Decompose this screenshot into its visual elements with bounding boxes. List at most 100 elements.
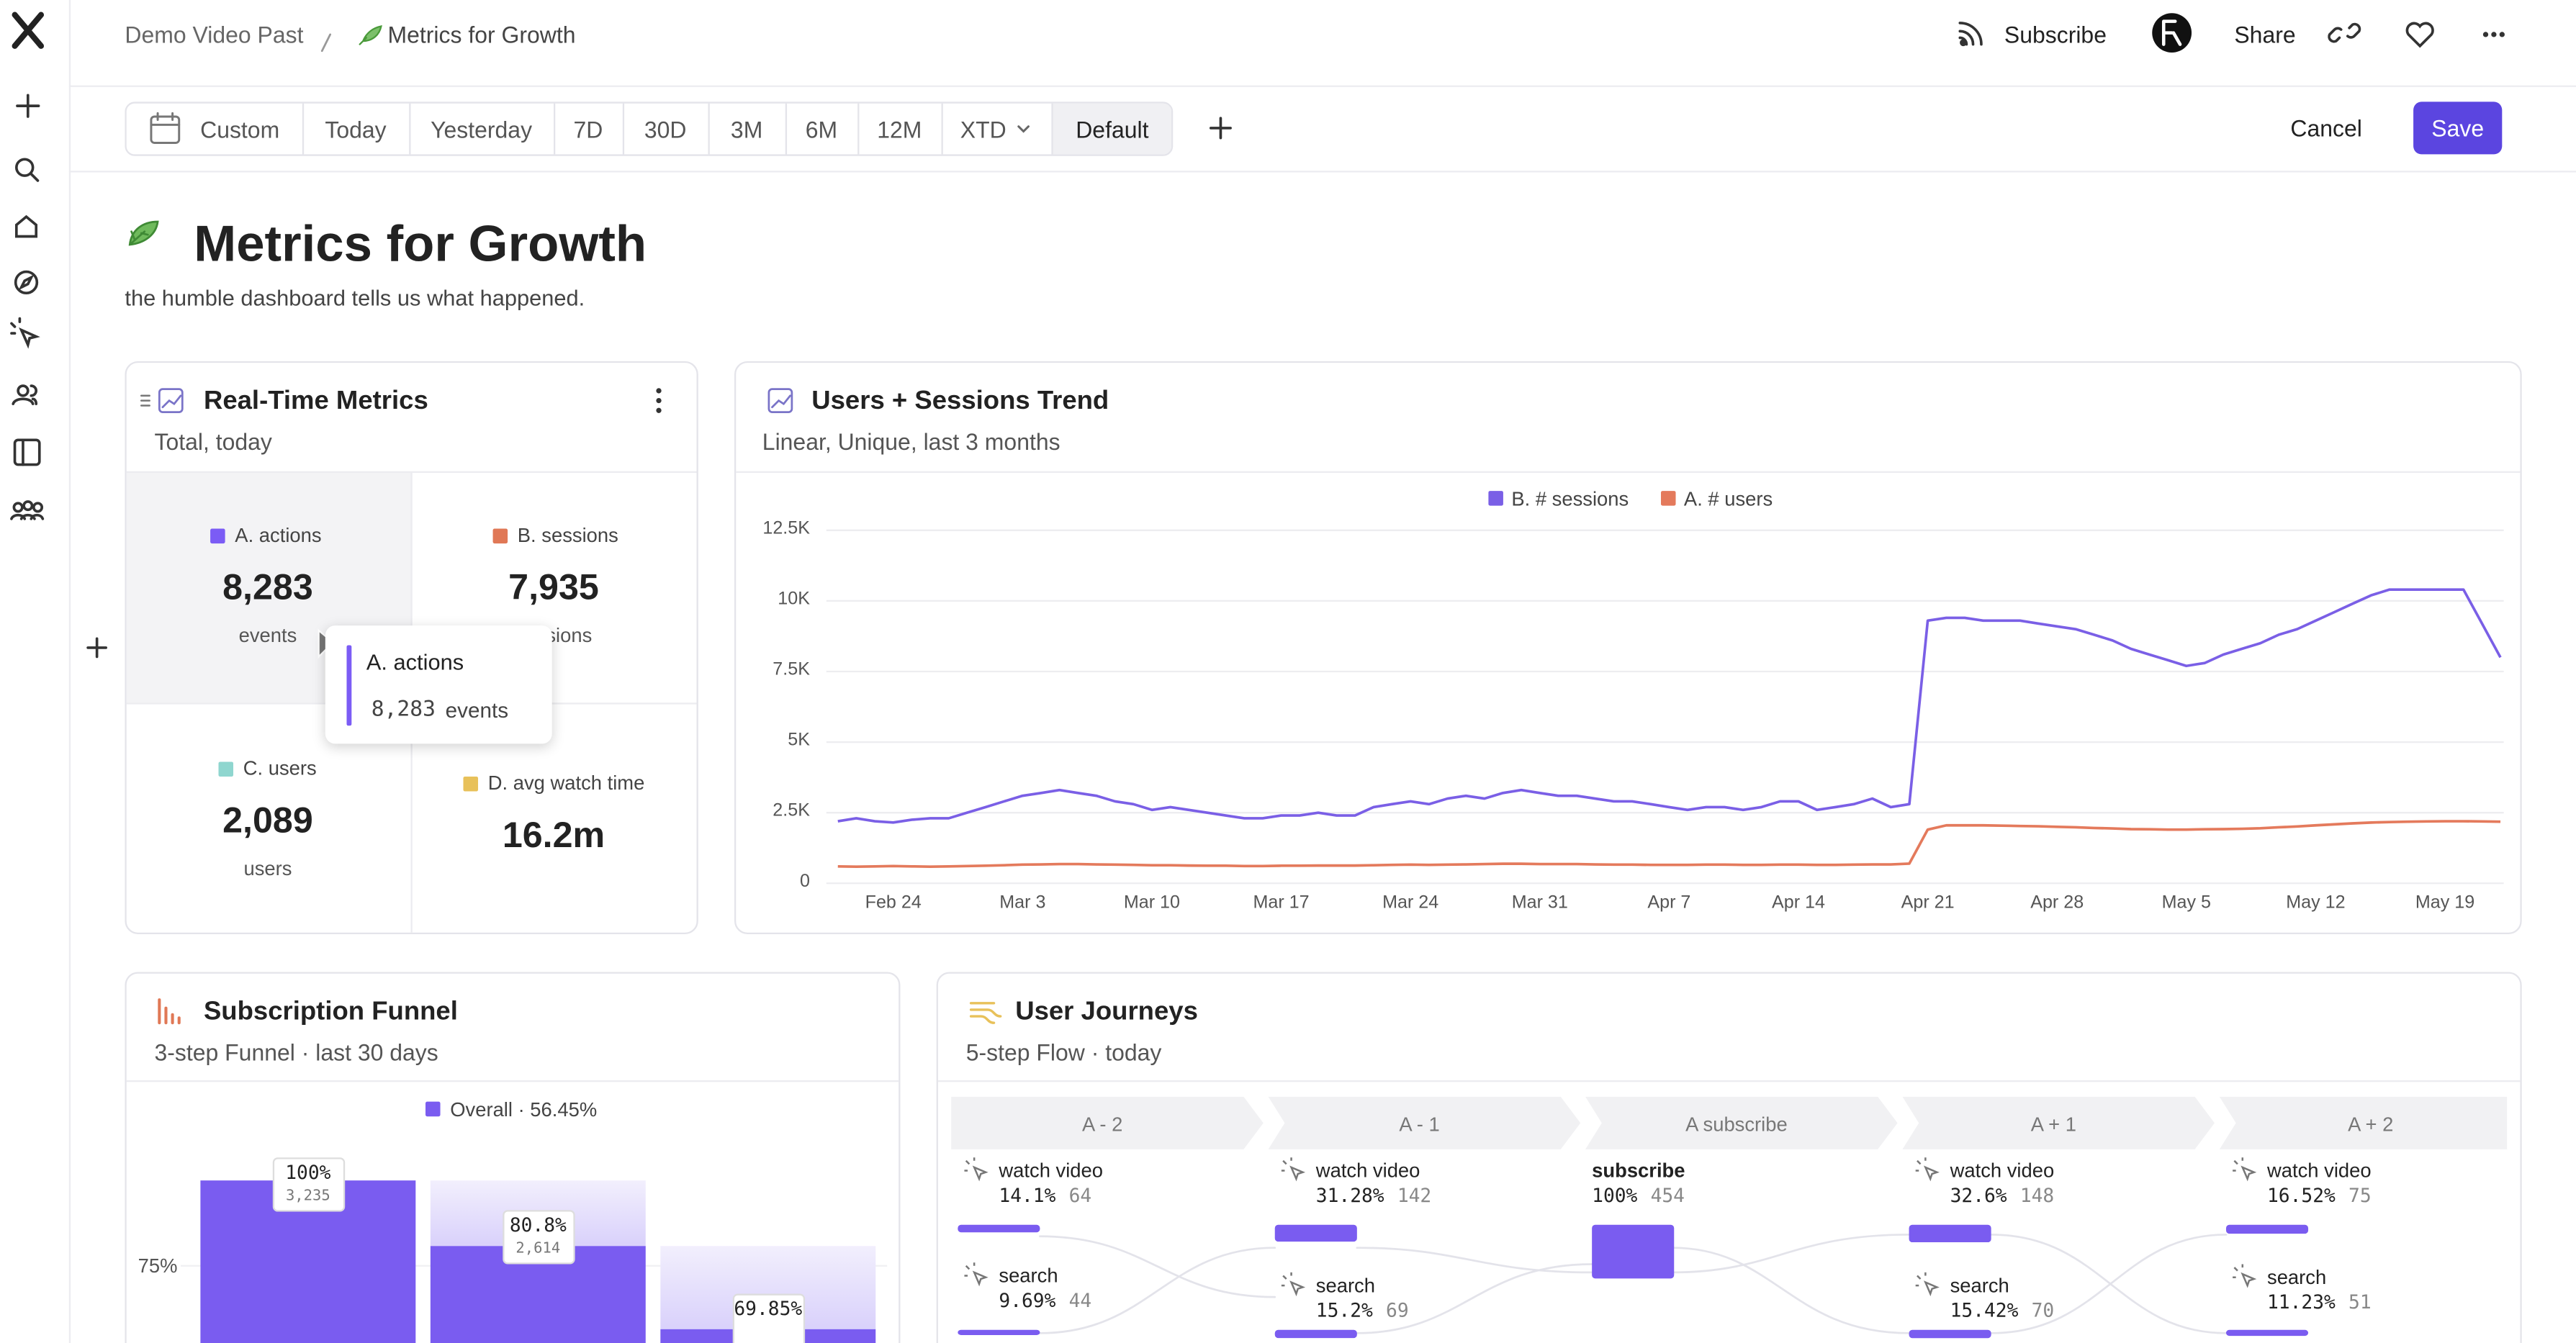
- save-button[interactable]: [2413, 101, 2503, 155]
- explore-icon[interactable]: [14, 270, 39, 295]
- teams-icon[interactable]: [10, 500, 45, 520]
- rss-icon[interactable]: [1958, 22, 1983, 47]
- tooltip-value: 8,283: [371, 697, 436, 723]
- event-percent: 15.42%: [1950, 1298, 2019, 1322]
- home-icon[interactable]: [14, 214, 38, 238]
- y-tick-label: 75%: [138, 1254, 178, 1278]
- x-tick-label: May 5: [2161, 893, 2212, 914]
- date-option[interactable]: Today: [325, 116, 387, 143]
- event-bar: [1909, 1329, 1991, 1339]
- logo: [12, 12, 45, 49]
- legend-swatch: [210, 528, 225, 543]
- event-icon-shape: [1281, 1157, 1306, 1182]
- y-tick-label: 12.5K: [762, 519, 810, 540]
- y-tick-label: 0: [799, 872, 810, 892]
- date-option[interactable]: 7D: [573, 116, 603, 143]
- event-icon: [964, 1262, 988, 1287]
- segment-divider: [409, 103, 411, 155]
- search-icon[interactable]: [14, 158, 40, 182]
- metric-name: A. actions: [235, 523, 322, 547]
- event-icon-shape: [1915, 1272, 1940, 1297]
- link-icon[interactable]: [2328, 22, 2361, 43]
- card-title: User Journeys: [1015, 998, 1198, 1027]
- chevron-icon[interactable]: [1017, 125, 1030, 133]
- legend-swatch: [463, 775, 479, 791]
- metric-unit: users: [243, 856, 292, 880]
- segment-divider: [857, 103, 860, 155]
- leaf-icon: [359, 25, 382, 45]
- event-percent: 100%: [1592, 1183, 1638, 1207]
- date-option[interactable]: XTD: [960, 116, 1006, 143]
- event-count: 75: [2348, 1183, 2372, 1207]
- date-option[interactable]: 6M: [805, 116, 838, 143]
- default-segment[interactable]: [1051, 103, 1171, 155]
- events-icon[interactable]: [10, 317, 40, 349]
- event-count: 454: [1650, 1183, 1685, 1207]
- metric-value: 7,935: [508, 566, 599, 607]
- card-menu[interactable]: [656, 388, 662, 413]
- event-percent: 11.23%: [2267, 1290, 2336, 1314]
- event-name: watch video: [999, 1159, 1104, 1182]
- legend-swatch: [1660, 491, 1676, 506]
- event-bar: [1274, 1224, 1357, 1242]
- series-line: [837, 588, 2502, 824]
- date-default[interactable]: Default: [1076, 116, 1149, 143]
- event-bar: [958, 1329, 1040, 1335]
- metric-name: C. users: [243, 756, 317, 780]
- bar-value-label: 80.8%: [509, 1213, 567, 1236]
- drag-handle[interactable]: [140, 394, 150, 407]
- users-icon[interactable]: [12, 384, 38, 405]
- add-row-icon[interactable]: [86, 637, 108, 659]
- y-tick-label: 10K: [778, 589, 810, 610]
- date-option[interactable]: 3M: [730, 116, 763, 143]
- date-option[interactable]: 12M: [877, 116, 922, 143]
- x-tick-label: May 19: [2415, 893, 2475, 914]
- event-count: 148: [2019, 1183, 2055, 1207]
- date-option[interactable]: Custom: [200, 116, 280, 143]
- metric-name: D. avg watch time: [487, 771, 645, 795]
- event-icon: [1281, 1157, 1306, 1182]
- breadcrumb-link[interactable]: Demo Video Past: [125, 20, 304, 48]
- funnel-icon: [158, 998, 181, 1025]
- x-tick-label: Apr 14: [1772, 893, 1825, 914]
- event-percent: 9.69%: [999, 1288, 1056, 1312]
- add-icon[interactable]: [16, 94, 40, 118]
- subscribe-button[interactable]: Subscribe: [2004, 20, 2107, 48]
- step-header: [1585, 1096, 1898, 1149]
- step-header: [1902, 1096, 2215, 1149]
- event-bar: [2225, 1224, 2309, 1234]
- legend-label: B. # sessions: [1511, 487, 1629, 510]
- event-icon-shape: [1915, 1157, 1940, 1182]
- share-button[interactable]: Share: [2234, 20, 2296, 48]
- event-bar: [1274, 1329, 1357, 1339]
- event-count: 69: [1386, 1298, 1409, 1322]
- x-tick-label: Mar 10: [1123, 893, 1181, 914]
- avatar[interactable]: [2152, 13, 2192, 53]
- calendar-icon[interactable]: [150, 112, 181, 144]
- metric-value: 16.2m: [502, 813, 605, 856]
- x-tick-label: Apr 28: [2030, 893, 2084, 914]
- save-label[interactable]: Save: [2431, 114, 2485, 141]
- event-icon: [1281, 1272, 1306, 1297]
- breadcrumb-current: Metrics for Growth: [387, 20, 576, 48]
- segment-divider: [302, 103, 305, 155]
- cancel-button[interactable]: Cancel: [2290, 114, 2362, 141]
- flow-connections: [1039, 1234, 2228, 1334]
- heart-icon[interactable]: [2405, 22, 2434, 48]
- journeys-card: [936, 972, 2522, 1343]
- card-divider: [736, 471, 2521, 473]
- step-label: A + 2: [2348, 1113, 2394, 1136]
- date-option[interactable]: Yesterday: [431, 116, 533, 143]
- add-filter-icon[interactable]: [1209, 117, 1232, 140]
- boards-icon[interactable]: [13, 438, 41, 466]
- more-icon[interactable]: [2482, 32, 2505, 37]
- event-count: 142: [1397, 1183, 1432, 1207]
- event-bar: [2225, 1329, 2309, 1337]
- segment-divider: [1051, 103, 1053, 155]
- date-option[interactable]: 30D: [644, 116, 687, 143]
- event-name: search: [2267, 1265, 2327, 1289]
- card-subtitle: Linear, Unique, last 3 months: [762, 428, 1060, 454]
- event-bar: [1909, 1224, 1991, 1243]
